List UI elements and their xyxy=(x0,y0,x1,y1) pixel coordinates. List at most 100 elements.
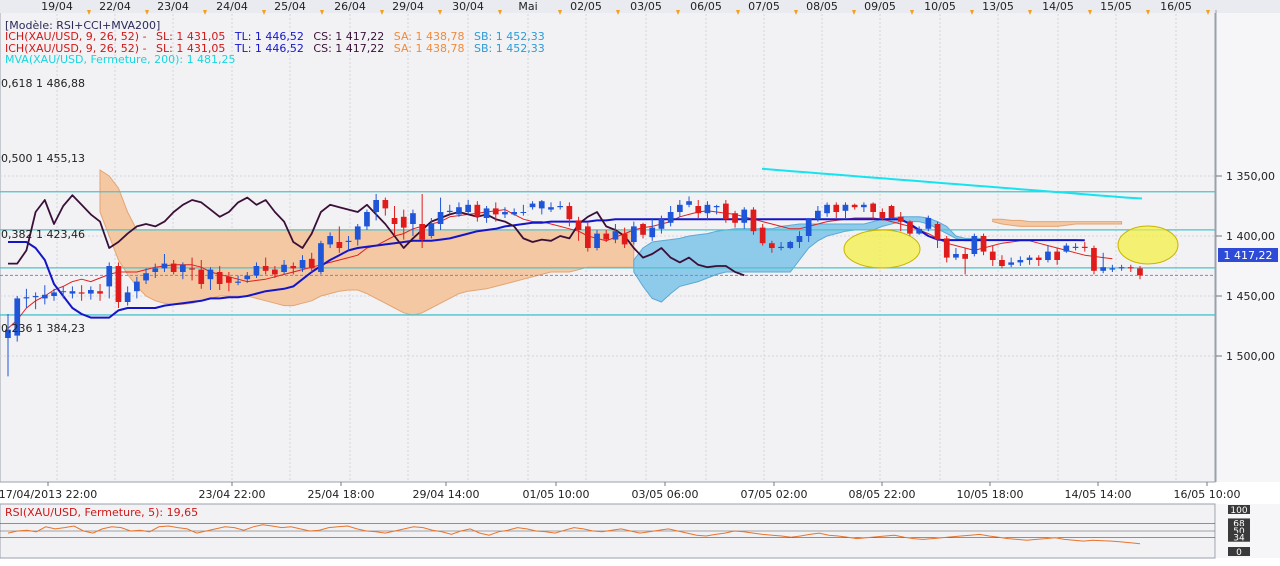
top-date-label: 24/04 xyxy=(216,0,248,13)
bottom-date-label: 17/04/2013 22:00 xyxy=(0,488,97,501)
candle-body xyxy=(1137,268,1143,276)
candle-body xyxy=(989,251,996,260)
candle-body xyxy=(345,240,352,242)
candle-body xyxy=(492,208,499,215)
event-marker-icon xyxy=(676,10,680,15)
rsi-line xyxy=(7,524,1141,545)
top-date-label: 03/05 xyxy=(630,0,662,13)
candle-body xyxy=(308,258,315,269)
candle-body xyxy=(575,220,582,230)
top-date-label: 13/05 xyxy=(982,0,1014,13)
bottom-date-label: 07/05 02:00 xyxy=(741,488,808,501)
bottom-date-label: 08/05 22:00 xyxy=(849,488,916,501)
candle-body xyxy=(529,203,536,208)
candle-body xyxy=(538,201,545,209)
event-marker-icon xyxy=(145,10,149,15)
candle-body xyxy=(281,264,287,272)
bottom-date-label: 14/05 14:00 xyxy=(1065,488,1132,501)
candle-body xyxy=(446,210,453,212)
bottom-date-label: 25/04 18:00 xyxy=(308,488,375,501)
event-marker-icon xyxy=(910,10,914,15)
candle-body xyxy=(1054,251,1060,260)
candle-body xyxy=(115,266,122,302)
candle-body xyxy=(667,212,674,223)
candle-body xyxy=(272,269,278,275)
top-date-label: 02/05 xyxy=(570,0,602,13)
candle-body xyxy=(1081,246,1088,248)
fib-label-618: 0,618 1 486,88 xyxy=(1,77,85,90)
candle-body xyxy=(824,204,830,214)
candle-body xyxy=(69,291,76,294)
candle-body xyxy=(299,260,306,269)
candle-body xyxy=(1008,262,1014,265)
candle-body xyxy=(805,219,812,236)
candle-body xyxy=(391,218,398,224)
candle-body xyxy=(1091,248,1097,271)
top-date-label: 10/05 xyxy=(924,0,956,13)
top-date-label: 22/04 xyxy=(99,0,131,13)
candle-body xyxy=(621,233,628,245)
candle-body xyxy=(419,224,425,240)
candle-body xyxy=(1035,257,1042,260)
candle-body xyxy=(262,266,269,271)
bottom-date-label: 10/05 18:00 xyxy=(957,488,1024,501)
legend-ichimoku-1: ICH(XAU/USD, 9, 26, 52) - SL: 1 431,05 T… xyxy=(5,30,545,43)
candle-body xyxy=(373,200,379,212)
candle-body xyxy=(603,233,610,240)
event-marker-icon xyxy=(970,10,974,15)
candle-body xyxy=(1127,267,1134,269)
candle-body xyxy=(170,263,177,272)
candle-body xyxy=(32,296,39,298)
candle-body xyxy=(741,209,748,223)
legend: [Modèle: RSI+CCI+MVA200] ICH(XAU/USD, 9,… xyxy=(5,19,545,66)
rsi-tick-badge xyxy=(1228,547,1250,556)
candle-body xyxy=(1026,257,1033,260)
candle-body xyxy=(796,236,803,242)
fibonacci-labels: 0,618 1 486,88 0,500 1 455,13 0,382 1 42… xyxy=(1,77,85,335)
candle-body xyxy=(400,216,407,228)
candle-body xyxy=(971,236,978,254)
candle-body xyxy=(677,204,683,212)
event-marker-icon xyxy=(1028,10,1032,15)
candle-body xyxy=(410,213,416,224)
rsi-axis-label: 100 xyxy=(1230,506,1247,516)
candle-body xyxy=(787,242,794,248)
price-axis-area xyxy=(1216,10,1280,482)
candle-body xyxy=(907,221,913,234)
fib-label-500: 0,500 1 455,13 xyxy=(1,152,85,165)
rsi-axis-label: 0 xyxy=(1236,548,1242,558)
fib-label-382: 0,382 1 423,46 xyxy=(1,228,85,241)
candle-body xyxy=(557,206,563,208)
candle-body xyxy=(723,203,729,220)
event-marker-icon xyxy=(852,10,856,15)
candle-body xyxy=(143,273,149,281)
candle-body xyxy=(226,276,232,283)
candle-body xyxy=(943,238,950,258)
candle-body xyxy=(769,243,775,248)
event-marker-icon xyxy=(1088,10,1092,15)
candle-body xyxy=(1109,268,1116,270)
rsi-axis-label: 68 xyxy=(1233,519,1245,529)
rsi-axis-label: 34 xyxy=(1233,534,1245,544)
candle-body xyxy=(465,204,471,212)
top-date-label: 19/04 xyxy=(41,0,73,13)
candle-body xyxy=(327,236,333,245)
candle-body xyxy=(695,206,702,214)
event-marker-icon xyxy=(262,10,266,15)
candle-body xyxy=(897,216,904,222)
candle-body xyxy=(290,266,297,269)
candle-body xyxy=(88,290,94,294)
candle-body xyxy=(851,204,858,208)
event-marker-icon xyxy=(794,10,798,15)
bottom-date-label: 03/05 06:00 xyxy=(632,488,699,501)
candle-body xyxy=(778,246,784,248)
candle-body xyxy=(180,264,186,272)
top-date-label: 07/05 xyxy=(748,0,780,13)
candle-body xyxy=(382,200,389,209)
candle-body xyxy=(759,227,766,244)
top-date-label: 23/04 xyxy=(157,0,189,13)
candle-body xyxy=(585,226,591,248)
candle-body xyxy=(244,275,251,280)
